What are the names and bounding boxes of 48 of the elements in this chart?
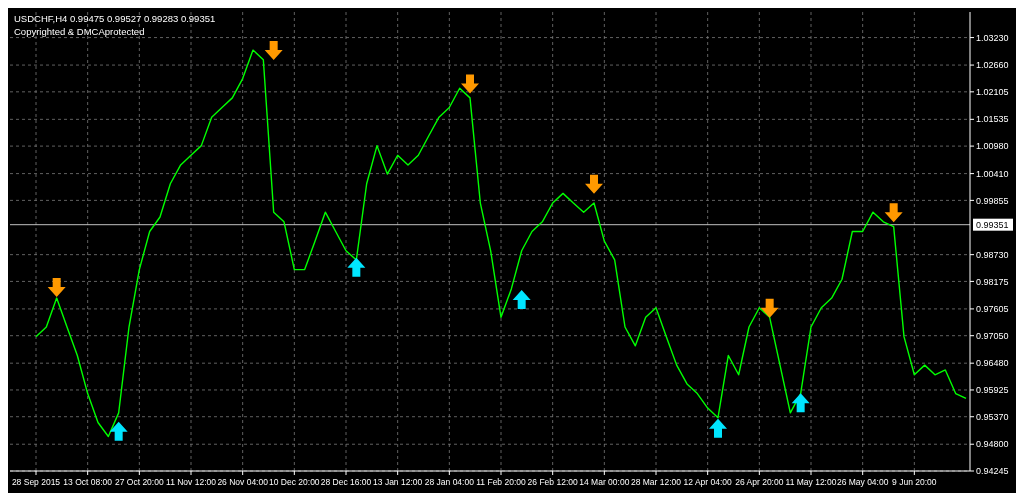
point	[512, 289, 531, 309]
y-tick-label: 1.01535	[976, 114, 1009, 125]
x-tick-label: 11 May 12:00	[785, 477, 837, 487]
y-tick-label: 0.95925	[976, 385, 1009, 396]
y-tick-label: 0.99855	[976, 195, 1009, 206]
x-tick-label: 11 Feb 20:00	[476, 477, 526, 487]
y-tick-label: 1.00410	[976, 168, 1009, 179]
x-tick-label: 27 Oct 20:00	[115, 477, 164, 487]
point	[461, 74, 479, 94]
ref-line-label: 0.99351	[976, 219, 1009, 230]
y-tick-label: 0.97050	[976, 330, 1009, 341]
annotation: Copyrighted & DMCAprotected	[14, 26, 145, 37]
point	[47, 277, 66, 297]
point	[585, 174, 603, 194]
x-tick-label: 26 Feb 12:00	[527, 477, 578, 487]
x-tick-label: 26 Nov 04:00	[217, 477, 269, 487]
x-tick-label: 26 Apr 20:00	[735, 477, 784, 487]
x-tick-label: 28 Jan 04:00	[424, 477, 475, 487]
point	[109, 421, 128, 441]
point	[760, 298, 779, 318]
x-tick-label: 12 Apr 04:00	[683, 477, 733, 487]
x-tick-label: 26 May 04:00	[836, 477, 889, 487]
y-tick-label: 0.97605	[976, 304, 1009, 315]
y-tick-label: 1.00980	[976, 141, 1009, 152]
chart-title: USDCHF,H4 0.99475 0.99527 0.99283 0.99351	[14, 13, 216, 24]
y-tick-label: 1.03230	[976, 32, 1009, 43]
x-tick-label: 13 Jan 12:00	[373, 477, 423, 487]
point	[264, 41, 283, 61]
x-tick-label: 10 Dec 20:00	[269, 477, 320, 487]
y-tick-label: 1.02105	[976, 86, 1009, 97]
point	[884, 203, 903, 223]
y-tick-label: 0.96480	[976, 358, 1009, 369]
x-tick-label: 13 Oct 08:00	[63, 477, 113, 487]
x-tick-label: 28 Dec 16:00	[320, 477, 372, 487]
y-tick-label: 0.95370	[976, 411, 1009, 422]
y-tick-label: 0.98175	[976, 276, 1009, 287]
x-tick-label: 9 Jun 20:00	[892, 477, 937, 487]
x-tick-label: 11 Nov 12:00	[166, 477, 217, 487]
y-tick-label: 0.94800	[976, 439, 1009, 450]
x-tick-label: 28 Sep 2015	[11, 477, 61, 487]
y-tick-label: 0.98730	[976, 249, 1009, 260]
y-tick-label: 0.94245	[976, 466, 1009, 477]
x-tick-label: 14 Mar 00:00	[579, 477, 630, 487]
y-tick-label: 1.02660	[976, 60, 1009, 71]
point	[347, 257, 366, 277]
point	[709, 418, 727, 438]
point	[791, 393, 810, 413]
x-tick-label: 28 Mar 12:00	[630, 477, 682, 487]
